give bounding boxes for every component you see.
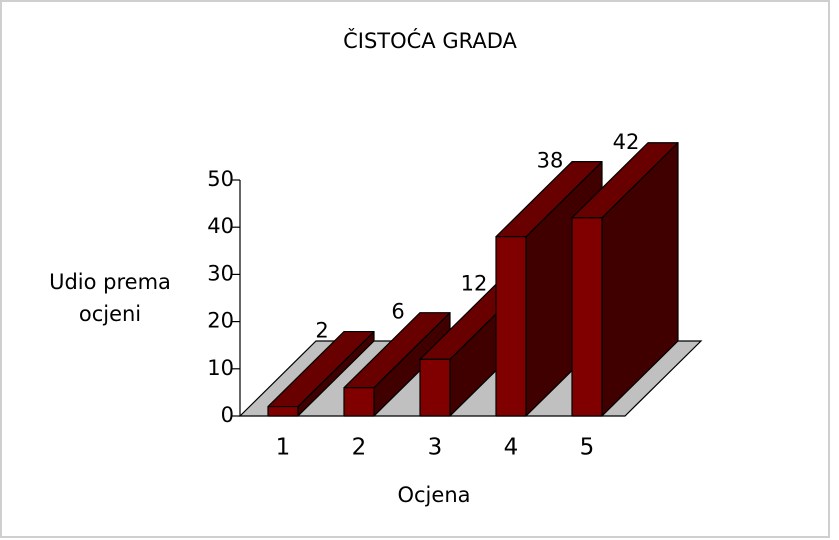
data-label: 12 bbox=[461, 271, 488, 295]
data-label: 2 bbox=[315, 319, 328, 343]
y-tick-label: 0 bbox=[221, 403, 234, 427]
y-tick-label: 20 bbox=[207, 309, 234, 333]
y-tick-label: 40 bbox=[207, 214, 234, 238]
chart-title: ČISTOĆA GRADA bbox=[343, 28, 517, 53]
x-tick-label: 3 bbox=[428, 435, 443, 461]
y-axis-label: Udio prema ocjeni bbox=[49, 270, 171, 326]
x-tick-label: 5 bbox=[580, 435, 595, 461]
x-tick-label: 1 bbox=[276, 435, 291, 461]
data-label: 6 bbox=[391, 300, 404, 324]
x-axis-label: Ocjena bbox=[397, 483, 470, 507]
x-tick-label: 2 bbox=[352, 435, 367, 461]
data-label: 42 bbox=[613, 130, 640, 154]
bar-front bbox=[343, 387, 375, 417]
y-tick-label: 10 bbox=[207, 356, 234, 380]
x-tick-label: 4 bbox=[504, 435, 519, 461]
bar-front bbox=[495, 236, 527, 417]
bar-front bbox=[571, 217, 603, 417]
bar bbox=[267, 330, 375, 417]
bar-front bbox=[267, 405, 299, 417]
bar-front bbox=[419, 358, 451, 417]
data-label: 38 bbox=[537, 149, 564, 173]
y-tick-label: 50 bbox=[207, 167, 234, 191]
bar bbox=[571, 142, 679, 417]
y-tick-label: 30 bbox=[207, 261, 234, 285]
